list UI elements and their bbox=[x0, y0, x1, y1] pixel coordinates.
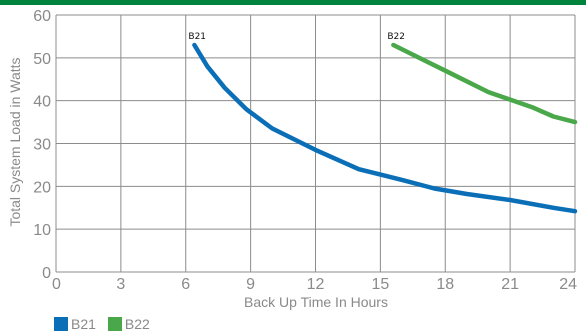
x-axis-ticks: 0 3 6 9 12 15 18 21 24 bbox=[52, 276, 577, 293]
x-axis-label: Back Up Time In Hours bbox=[244, 294, 388, 310]
series-line-b21 bbox=[192, 42, 578, 214]
series-layer: B21 B22 bbox=[188, 32, 578, 214]
legend-swatch-b21 bbox=[54, 317, 68, 331]
series-line-b22 bbox=[391, 42, 578, 125]
y-tick-label: 60 bbox=[33, 8, 51, 25]
x-tick-label: 0 bbox=[52, 276, 61, 293]
y-tick-label: 0 bbox=[42, 265, 51, 282]
x-tick-label: 6 bbox=[181, 276, 190, 293]
grid bbox=[55, 14, 576, 273]
series-label-b21: B21 bbox=[188, 32, 206, 42]
legend-label-b22: B22 bbox=[124, 316, 150, 332]
y-axis-label: Total System Load in Watts bbox=[7, 57, 23, 226]
legend-label-b21: B21 bbox=[71, 316, 96, 332]
x-tick-label: 18 bbox=[436, 276, 454, 293]
x-tick-label: 12 bbox=[307, 276, 325, 293]
x-tick-label: 15 bbox=[371, 276, 389, 293]
y-axis-ticks: 0 10 20 30 40 50 60 bbox=[33, 8, 51, 282]
x-tick-label: 24 bbox=[559, 276, 577, 293]
y-tick-label: 40 bbox=[33, 94, 51, 111]
y-tick-label: 30 bbox=[33, 137, 51, 154]
y-tick-label: 50 bbox=[33, 51, 51, 68]
y-tick-label: 10 bbox=[33, 222, 51, 239]
x-tick-label: 21 bbox=[501, 276, 519, 293]
legend-item-b21: B21 bbox=[54, 316, 96, 332]
top-accent-bar bbox=[0, 0, 586, 5]
legend: B21 B22 bbox=[54, 316, 162, 332]
legend-swatch-b22 bbox=[107, 317, 122, 331]
y-tick-label: 20 bbox=[33, 179, 51, 196]
x-tick-label: 3 bbox=[116, 276, 125, 293]
series-label-b22: B22 bbox=[387, 32, 405, 42]
legend-item-b22: B22 bbox=[107, 316, 150, 332]
x-tick-label: 9 bbox=[246, 276, 255, 293]
